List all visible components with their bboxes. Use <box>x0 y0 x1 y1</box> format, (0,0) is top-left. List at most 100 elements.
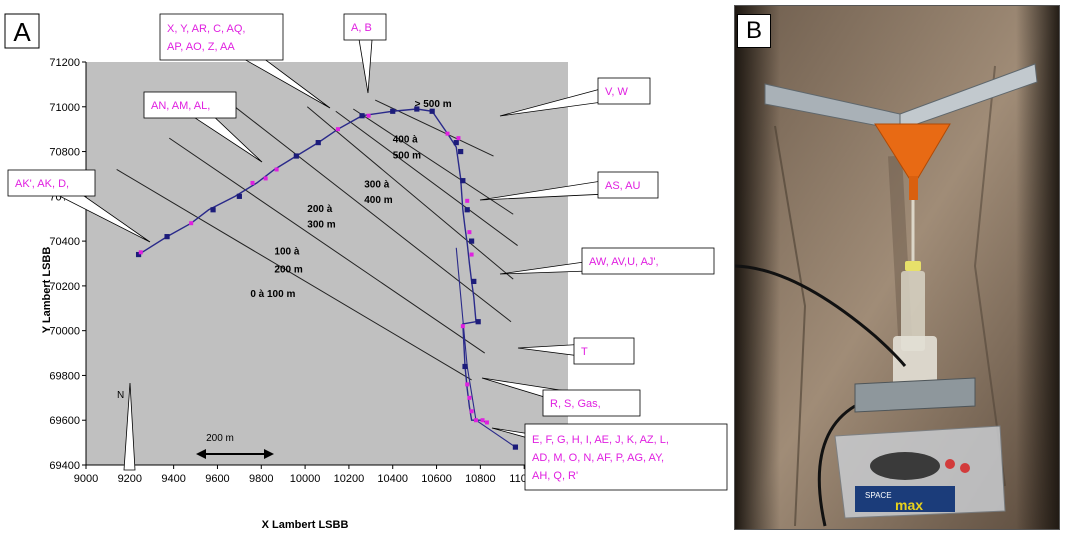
callout-text: AS, AU <box>605 180 641 192</box>
y-tick-label: 71200 <box>49 57 80 69</box>
magenta-marker <box>469 409 474 414</box>
overburden-lines <box>116 99 518 381</box>
callout-text: A, B <box>351 22 372 34</box>
scale-label: 200 m <box>206 433 234 444</box>
north-arrow-icon <box>123 382 136 471</box>
magenta-marker <box>467 395 472 400</box>
panel-b-photo: SPACE max <box>734 5 1060 530</box>
callouts: X, Y, AR, C, AQ, AP, AO, Z, AA A, B AN, AM,… <box>7 13 728 491</box>
funnel-spout <box>909 176 918 200</box>
y-tick-label: 69800 <box>49 370 80 382</box>
scale-arrow-right-icon <box>264 449 274 459</box>
callout: V, W <box>499 77 651 117</box>
magenta-marker <box>473 418 478 423</box>
bottle-cap <box>905 261 921 271</box>
x-tick-label: 10200 <box>334 473 365 485</box>
callout: AW, AV,U, AJ', <box>499 247 715 275</box>
y-tick-label: 71000 <box>49 102 80 114</box>
callout-text: AK', AK, D, <box>15 178 69 190</box>
callout-box-fill <box>145 93 235 117</box>
zone-label: 200 à <box>307 204 332 215</box>
overburden-line <box>116 169 472 381</box>
navy-marker <box>512 444 519 450</box>
x-tick-label: 10000 <box>290 473 321 485</box>
callout-text: E, F, G, H, I, AE, J, K, AZ, L, <box>532 434 669 446</box>
callout-box-fill <box>583 249 713 273</box>
callout-text: AD, M, O, N, AF, P, AG, AY, <box>532 452 664 464</box>
navy-marker <box>453 140 459 146</box>
y-tick-label: 70800 <box>49 147 80 159</box>
magenta-marker <box>469 252 474 257</box>
instrument <box>870 452 940 480</box>
navy-marker <box>359 113 365 119</box>
callout: A, B <box>343 13 387 94</box>
rock-texture <box>973 65 1006 487</box>
panel-b-letter: B <box>737 14 771 48</box>
cable <box>817 404 856 527</box>
magenta-marker <box>263 176 268 181</box>
overburden-line <box>168 137 486 354</box>
navy-marker <box>475 319 481 325</box>
navy-marker <box>464 207 470 213</box>
callout-text: R, S, Gas, <box>550 398 601 410</box>
zone-label: 500 m <box>393 150 421 161</box>
box-label-brand: max <box>895 497 923 513</box>
callout-box-fill <box>544 391 639 415</box>
callout-text: V, W <box>605 86 628 98</box>
plot-area <box>86 62 568 465</box>
sensor-housing <box>893 336 937 391</box>
x-tick-label: 9400 <box>161 473 185 485</box>
callout-text: AN, AM, AL, <box>151 100 210 112</box>
callout-text: AH, Q, R' <box>532 470 578 482</box>
y-axis-title: Y Lambert LSBB <box>41 247 53 334</box>
navy-marker <box>315 140 321 146</box>
zone-label: 300 m <box>307 220 335 231</box>
y-tick-label: 70000 <box>49 326 80 338</box>
magenta-marker <box>366 113 371 118</box>
magenta-marker <box>465 382 470 387</box>
box-label-panel <box>855 486 955 512</box>
callout-text: AW, AV,U, AJ', <box>589 256 659 268</box>
navy-marker <box>293 153 299 159</box>
navy-marker <box>460 178 466 184</box>
cable-tray <box>854 377 976 413</box>
callout-box-fill <box>599 173 657 197</box>
callout: AK', AK, D, <box>7 169 151 243</box>
magenta-marker <box>274 167 279 172</box>
callout: E, F, G, H, I, AE, J, K, AZ, L, AD, M, O,… <box>491 423 728 491</box>
zone-label: 300 à <box>364 179 389 190</box>
callout-box-fill <box>526 425 726 489</box>
magenta-marker <box>460 324 465 329</box>
north-label: N <box>117 390 124 401</box>
photo-illustration: SPACE max <box>735 6 1059 529</box>
cable <box>735 264 907 367</box>
magenta-marker <box>445 131 450 136</box>
callout: X, Y, AR, C, AQ, AP, AO, Z, AA <box>159 13 331 109</box>
markers <box>135 106 519 450</box>
collection-bottle <box>901 271 925 351</box>
callout-box-fill <box>345 15 385 39</box>
callout: T <box>517 337 635 365</box>
navy-marker <box>135 251 142 258</box>
callout-box-fill <box>575 339 633 363</box>
callout: R, S, Gas, <box>481 377 641 417</box>
x-tick-label: 9000 <box>74 473 98 485</box>
navy-marker <box>462 363 468 370</box>
magenta-marker <box>465 198 470 203</box>
overburden-line <box>335 110 518 246</box>
panel-a-letter: A <box>13 17 31 47</box>
x-tick-label: 9600 <box>205 473 229 485</box>
callout-text: T <box>581 346 588 358</box>
magenta-marker <box>484 420 489 425</box>
magenta-marker <box>335 127 340 132</box>
panel-a-letter-box <box>4 13 40 49</box>
box-label-space: SPACE <box>865 491 892 500</box>
red-cap <box>945 459 955 469</box>
callout-box-fill <box>161 15 282 59</box>
zone-label: 200 m <box>274 264 302 275</box>
magenta-marker <box>189 221 194 226</box>
callout: AN, AM, AL, <box>143 91 263 163</box>
scale-arrow-left-icon <box>196 449 206 459</box>
magenta-marker <box>480 418 485 423</box>
